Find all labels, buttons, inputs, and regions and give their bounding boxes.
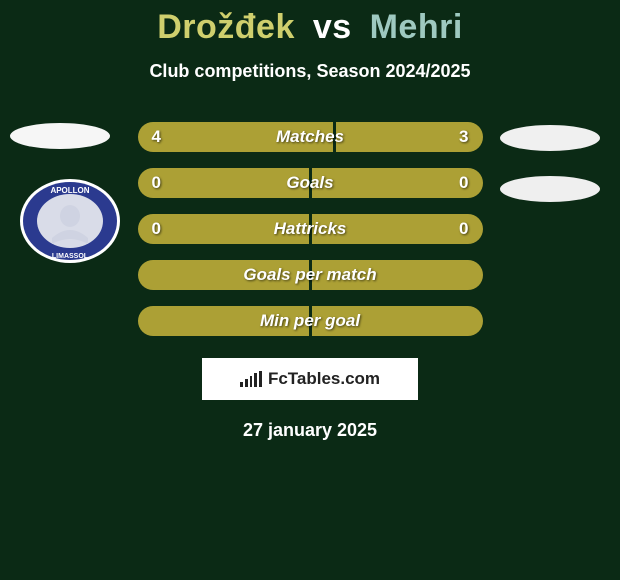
stat-row: 0 0 Hattricks xyxy=(138,214,483,244)
right-team-badge-placeholder-1 xyxy=(500,125,600,151)
player1-name: Drožđek xyxy=(157,8,295,46)
stat-fill-right xyxy=(310,168,483,198)
left-team-badge-placeholder xyxy=(10,123,110,149)
crest-figure-head xyxy=(60,205,80,227)
stat-row: Min per goal xyxy=(138,306,483,336)
stat-row: 4 3 Matches xyxy=(138,122,483,152)
stat-label: Matches xyxy=(276,127,344,147)
stat-label: Goals per match xyxy=(243,265,376,285)
stat-value-right: 0 xyxy=(459,173,468,193)
bars-icon xyxy=(240,371,262,387)
stat-label: Goals xyxy=(286,173,333,193)
snapshot-date: 27 january 2025 xyxy=(0,420,620,441)
stat-value-right: 3 xyxy=(459,127,468,147)
stat-value-left: 0 xyxy=(152,219,161,239)
player2-name: Mehri xyxy=(370,8,463,46)
page-title: Drožđek vs Mehri xyxy=(0,0,620,47)
stat-label: Hattricks xyxy=(274,219,347,239)
stat-row: 0 0 Goals xyxy=(138,168,483,198)
stat-value-left: 4 xyxy=(152,127,161,147)
attribution-badge: FcTables.com xyxy=(202,358,418,400)
stat-value-right: 0 xyxy=(459,219,468,239)
stat-value-left: 0 xyxy=(152,173,161,193)
right-team-badge-placeholder-2 xyxy=(500,176,600,202)
stat-row: Goals per match xyxy=(138,260,483,290)
vs-label: vs xyxy=(313,8,352,46)
attribution-text: FcTables.com xyxy=(268,369,380,389)
subtitle: Club competitions, Season 2024/2025 xyxy=(0,61,620,82)
crest-text-top: APOLLON xyxy=(50,186,89,195)
stat-label: Min per goal xyxy=(260,311,360,331)
comparison-card: Drožđek vs Mehri Club competitions, Seas… xyxy=(0,0,620,580)
stat-fill-left xyxy=(138,168,311,198)
club-crest-apollon: APOLLON LIMASSOL xyxy=(18,178,122,264)
crest-text-bottom: LIMASSOL xyxy=(52,253,89,260)
